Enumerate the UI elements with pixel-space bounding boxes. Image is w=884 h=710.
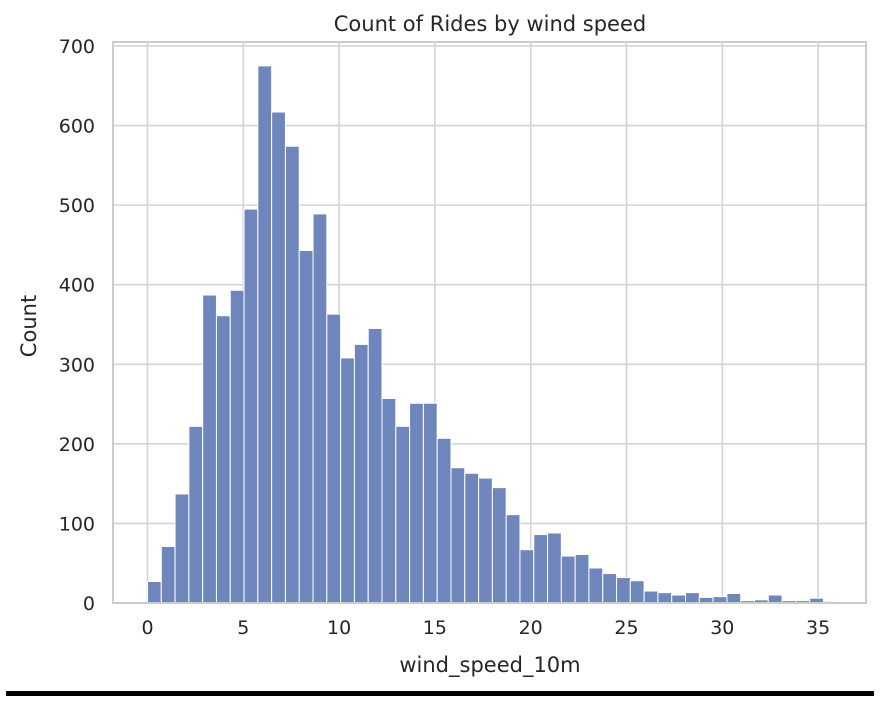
histogram-bar	[685, 592, 700, 604]
histogram-bar	[160, 546, 176, 604]
histogram-bar	[146, 581, 162, 604]
histogram-bar	[588, 567, 604, 604]
histogram-bar	[478, 477, 493, 604]
histogram-bar	[616, 577, 631, 604]
histogram-bar	[533, 534, 549, 604]
histogram-bar	[450, 467, 466, 604]
histogram-bar	[312, 213, 328, 604]
histogram-bars	[146, 65, 852, 604]
y-axis-label: Count	[17, 295, 41, 357]
histogram-bar	[657, 592, 673, 604]
histogram-bar	[491, 487, 507, 604]
x-tick-label: 15	[423, 617, 447, 639]
histogram-bar	[340, 357, 355, 604]
histogram-bar	[602, 573, 618, 604]
histogram-bar	[505, 514, 521, 604]
histogram-bar	[560, 555, 576, 604]
histogram-bar	[353, 343, 369, 604]
x-tick-label: 30	[710, 617, 734, 639]
x-tick-labels: 0 5 10 15 20 25 30 35	[141, 617, 830, 639]
histogram-bar	[284, 145, 300, 604]
y-tick-label: 200	[59, 434, 95, 456]
histogram-bar	[409, 402, 424, 604]
x-tick-label: 35	[806, 617, 830, 639]
histogram-bar	[643, 590, 659, 604]
y-tick-label: 300	[59, 354, 95, 376]
histogram-bar	[188, 425, 204, 604]
bottom-divider	[6, 691, 874, 696]
plot-frame	[112, 41, 867, 604]
y-tick-label: 100	[59, 513, 95, 535]
histogram-bar	[395, 425, 411, 604]
x-axis-label: wind_speed_10m	[399, 653, 580, 678]
histogram-bar	[436, 437, 452, 604]
x-tick-label: 25	[614, 617, 638, 639]
y-tick-labels: 0 100 200 300 400 500 600 700	[59, 36, 95, 615]
histogram-bar	[243, 208, 259, 604]
x-tick-label: 10	[327, 617, 351, 639]
x-tick-label: 20	[519, 617, 543, 639]
histogram-bar	[257, 65, 273, 604]
histogram-bar	[464, 472, 480, 604]
histogram-bar	[726, 592, 742, 604]
histogram-bar	[574, 553, 590, 604]
histogram-bar	[547, 532, 562, 604]
histogram-bar	[629, 580, 645, 604]
histogram-bar	[367, 327, 383, 604]
chart-title: Count of Rides by wind speed	[334, 12, 646, 36]
y-tick-label: 0	[83, 593, 95, 615]
histogram-bar	[215, 315, 231, 604]
histogram-bar	[298, 249, 314, 604]
histogram-bar	[381, 397, 397, 604]
histogram-bar	[271, 111, 286, 604]
histogram-bar	[519, 549, 535, 604]
histogram-bar	[229, 289, 245, 604]
y-tick-label: 500	[59, 195, 95, 217]
histogram-bar	[767, 594, 783, 604]
x-tick-label: 0	[141, 617, 153, 639]
x-tick-label: 5	[237, 617, 249, 639]
histogram-bar	[202, 294, 217, 604]
histogram-bar	[174, 493, 190, 604]
y-tick-label: 700	[59, 36, 95, 58]
histogram-bar	[422, 402, 438, 604]
y-tick-label: 400	[59, 275, 95, 297]
histogram-bar	[671, 594, 687, 604]
y-tick-label: 600	[59, 116, 95, 138]
histogram-bar	[326, 313, 342, 604]
